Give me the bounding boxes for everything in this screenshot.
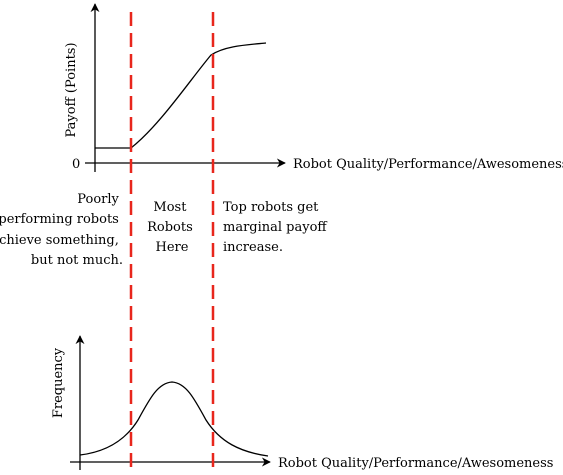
annotation-left-line: performing robots [0, 212, 119, 227]
annotation-right-line: Top robots get [223, 200, 319, 215]
annotation-right-line: marginal payoff [223, 220, 328, 235]
annotation-middle: Most Robots Here [147, 200, 197, 255]
bottom-y-axis-label: Frequency [51, 347, 66, 418]
annotation-left-line: achieve something, [0, 233, 119, 248]
annotation-left: Poorly performing robots achieve somethi… [0, 192, 123, 268]
annotation-right: Top robots get marginal payoff increase. [223, 200, 331, 255]
annotation-middle-line: Here [156, 240, 189, 255]
frequency-curve [79, 381, 269, 457]
annotation-middle-line: Robots [147, 220, 193, 235]
annotation-left-line: but not much. [31, 253, 123, 268]
top-y-axis-label: Payoff (Points) [64, 42, 79, 137]
payoff-curve [95, 42, 267, 149]
bottom-x-axis-label: Robot Quality/Performance/Awesomeness [278, 456, 553, 471]
zero-label: 0 [72, 157, 80, 172]
annotation-left-line: Poorly [77, 192, 119, 207]
annotation-middle-line: Most [153, 200, 187, 215]
annotation-right-line: increase. [223, 240, 283, 255]
top-x-axis-label: Robot Quality/Performance/Awesomeness [293, 157, 563, 172]
